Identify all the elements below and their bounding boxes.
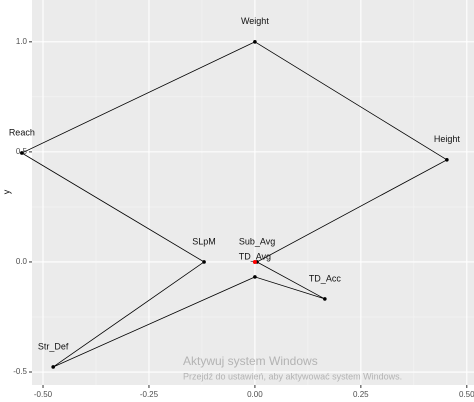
- point-label: TD_Acc: [309, 273, 342, 283]
- point-label: Reach: [9, 127, 35, 137]
- x-tick-label: -0.50: [34, 390, 53, 399]
- watermark-title: Aktywuj system Windows: [183, 354, 318, 368]
- point: [202, 260, 206, 264]
- y-tick-label: 1.0: [16, 37, 28, 46]
- point: [253, 275, 257, 279]
- highlight-point: [252, 259, 257, 264]
- y-axis-label: y: [1, 189, 11, 194]
- panel: [32, 0, 474, 385]
- x-tick-label: 0.50: [459, 390, 474, 399]
- point-label: SLpM: [192, 236, 216, 246]
- x-tick-label: -0.25: [140, 390, 159, 399]
- point-label: Sub_Avg: [239, 236, 275, 246]
- y-tick-label: 0.0: [16, 257, 28, 266]
- point: [253, 40, 257, 44]
- watermark-subtitle: Przejdź do ustawień, aby aktywować syste…: [183, 371, 402, 381]
- point-label: TD_Avg: [239, 251, 271, 261]
- point-label: Weight: [241, 16, 269, 26]
- point: [20, 151, 24, 155]
- point: [51, 365, 55, 369]
- y-tick-label: -0.5: [13, 367, 27, 376]
- x-tick-label: 0.00: [247, 390, 263, 399]
- x-tick-label: 0.25: [353, 390, 369, 399]
- point-label: Str_Def: [38, 341, 69, 351]
- point: [445, 158, 449, 162]
- point-label: Height: [434, 134, 461, 144]
- point: [323, 297, 327, 301]
